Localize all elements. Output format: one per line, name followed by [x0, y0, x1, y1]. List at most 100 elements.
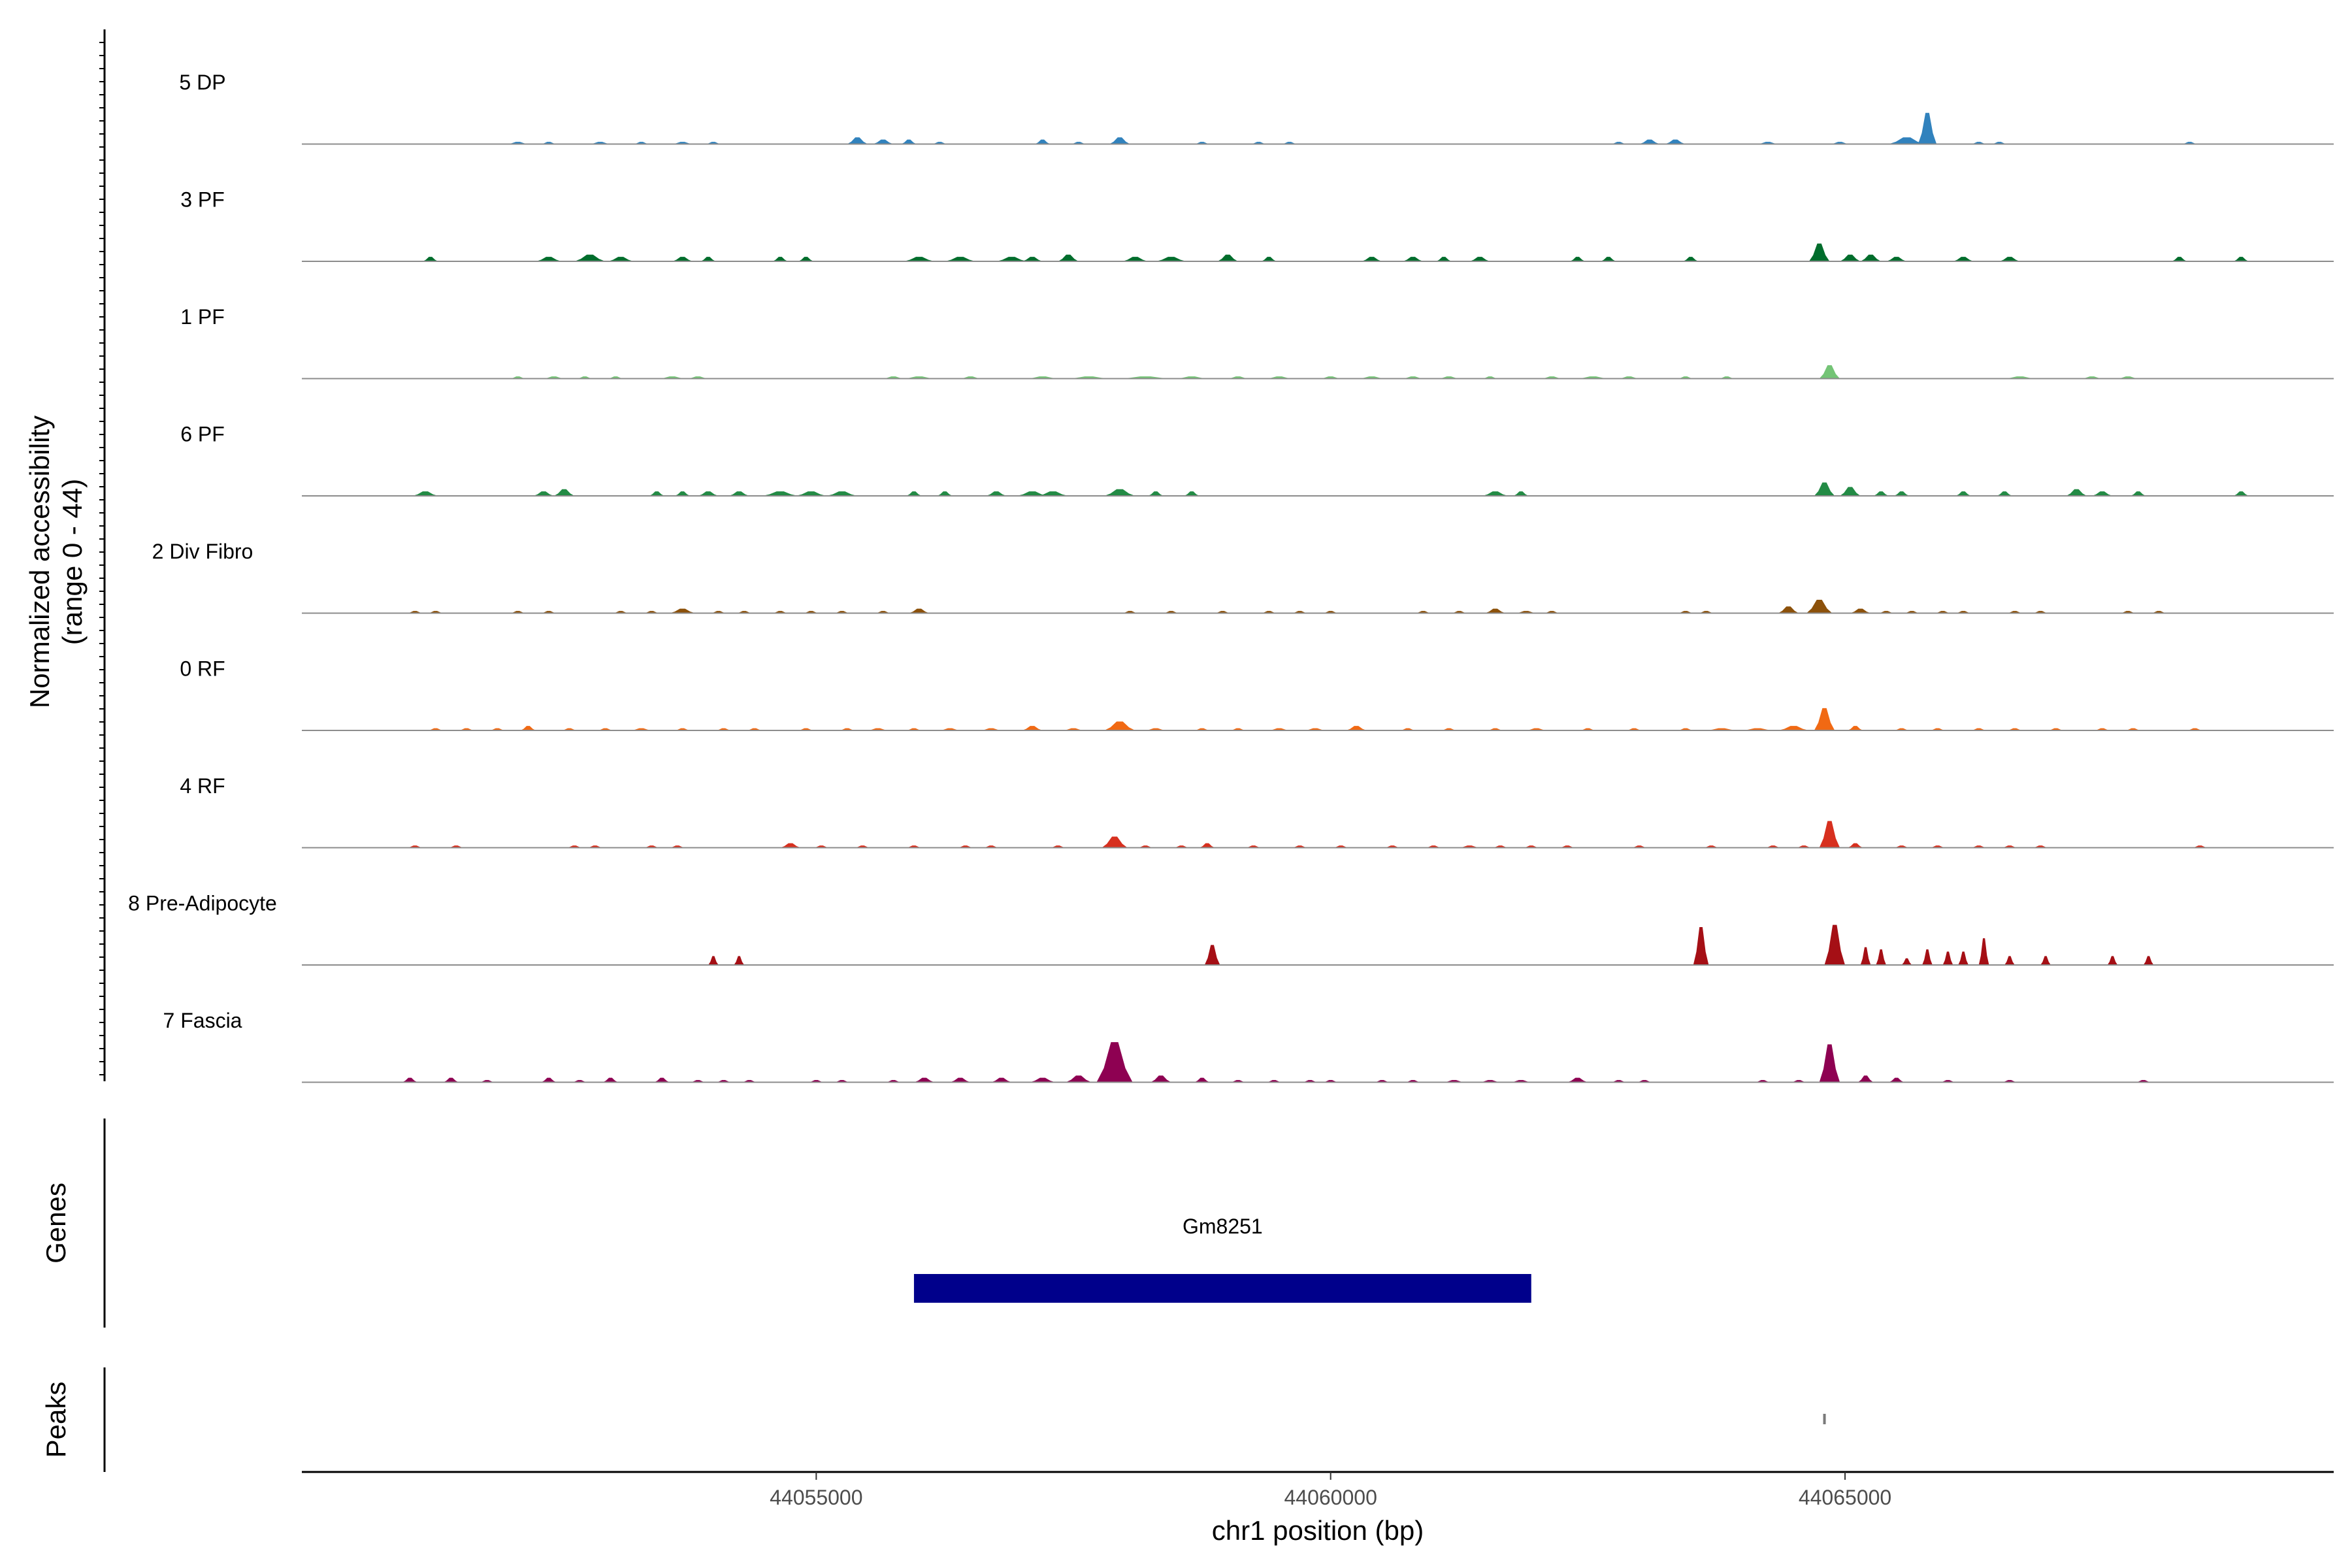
coverage-peak [945, 257, 976, 261]
x-tick-label: 44055000 [770, 1486, 862, 1509]
x-axis-ticks: 44055000 44060000 44065000 [770, 1472, 1891, 1509]
coverage-peak [1942, 951, 1953, 965]
coverage-peak [1148, 491, 1164, 496]
coverage-peak [728, 491, 749, 496]
coverage-peak [1567, 1077, 1588, 1083]
coverage-peak [1104, 489, 1135, 496]
track-label: 7 Fascia [163, 1009, 242, 1032]
coverage-peak [1030, 1077, 1056, 1083]
coverage-peak [1109, 137, 1130, 144]
coverage-peak [674, 491, 691, 496]
coverage-peak [698, 491, 719, 496]
coverage-peak [1886, 257, 1907, 261]
coverage-peak [1184, 491, 1200, 496]
coverage-peak [991, 1077, 1012, 1083]
coverage-peak [986, 491, 1007, 496]
coverage-peak [708, 956, 719, 965]
coverage-peak [1361, 257, 1382, 261]
coverage-peak [762, 491, 798, 496]
track-label: 4 RF [180, 774, 225, 798]
coverage-peak [1122, 257, 1149, 261]
coverage-peak [1096, 1042, 1133, 1083]
coverage-peak [669, 608, 696, 613]
coverage-peak [1840, 254, 1861, 261]
coverage-peak [1814, 708, 1835, 730]
coverage-peak [649, 491, 665, 496]
coverage-peak [1997, 491, 2012, 496]
coverage-peak [1155, 257, 1187, 261]
coverage-peak [996, 257, 1028, 261]
coverage-peak [1819, 821, 1840, 848]
coverage-peak [909, 608, 930, 613]
coverage-peak [1873, 491, 1889, 496]
y-axis-title-line2: (range 0 - 44) [57, 479, 88, 645]
coverage-peak [1860, 947, 1871, 965]
gene-name-label: Gm8251 [1183, 1215, 1263, 1238]
peak-region-mark [1823, 1414, 1826, 1424]
coverage-peak [1484, 608, 1506, 613]
coverage-peak [1824, 924, 1846, 965]
coverage-peak [1569, 257, 1586, 261]
coverage-peak [2233, 491, 2249, 496]
coverage-peak [574, 254, 606, 261]
coverage-peak [654, 1077, 670, 1083]
coverage-peak [1922, 949, 1933, 965]
coverage-peak [2143, 956, 2154, 965]
coverage-peak [602, 1077, 619, 1083]
coverage-peak [533, 491, 554, 496]
track-4-rf: 4 RF [180, 774, 2334, 849]
coverage-peak [1693, 927, 1709, 965]
coverage-peak [1958, 951, 1968, 965]
coverage-peak [1022, 726, 1043, 730]
coverage-peak [1482, 491, 1509, 496]
coverage-peak [1918, 112, 1937, 144]
coverage-peak [1857, 1075, 1874, 1083]
coverage-peak [1436, 257, 1452, 261]
coverage-peak [412, 491, 438, 496]
track-label: 2 Div Fibro [152, 540, 253, 563]
track-5-dp: 5 DP [179, 71, 2334, 145]
coverage-peak [1639, 139, 1660, 144]
coverage-peak [826, 491, 858, 496]
coverage-peak [1888, 137, 1925, 144]
coverage-peak [1860, 254, 1882, 261]
coverage-y-axis-ticks [99, 42, 105, 1075]
coverage-peak [1819, 1044, 1840, 1083]
coverage-peak [772, 257, 789, 261]
track-label: 3 PF [180, 188, 225, 212]
coverage-peak [1778, 606, 1799, 613]
coverage-peak [872, 139, 894, 144]
coverage-peak [1034, 139, 1051, 144]
coverage-peak [2171, 257, 2187, 261]
coverage-peak [1469, 257, 1490, 261]
coverage-peak [1037, 491, 1069, 496]
coverage-peak [1876, 949, 1887, 965]
coverage-tracks: 5 DP 3 PF 1 PF 6 PF 2 Div Fibro 0 RF 4 RF 8 Pre… [128, 71, 2334, 1083]
coverage-peak [904, 257, 935, 261]
coverage-peak [1066, 1075, 1092, 1083]
coverage-peak [1778, 726, 1809, 730]
coverage-peak [423, 257, 438, 261]
coverage-peak [2131, 491, 2146, 496]
coverage-peak [1102, 836, 1128, 848]
coverage-peak [1847, 726, 1863, 730]
coverage-peak [1893, 491, 1910, 496]
coverage-peak [1999, 257, 2020, 261]
coverage-peak [734, 956, 745, 965]
coverage-peak [795, 491, 827, 496]
x-axis-title: chr1 position (bp) [1212, 1515, 1424, 1546]
coverage-peak [1808, 243, 1830, 261]
peak-marks [1823, 1414, 1826, 1424]
y-axis-title-line1: Normalized accessibility [24, 416, 55, 708]
coverage-peak [443, 1077, 459, 1083]
coverage-peak [520, 726, 536, 730]
coverage-peak [1204, 945, 1220, 965]
coverage-peak [1953, 257, 1974, 261]
coverage-peak [2066, 489, 2087, 496]
peaks-panel-label: Peaks [41, 1382, 71, 1458]
coverage-peak [1601, 257, 1616, 261]
x-tick-label: 44065000 [1799, 1486, 1891, 1509]
coverage-peak [1814, 482, 1835, 496]
coverage-peak [1199, 843, 1215, 848]
